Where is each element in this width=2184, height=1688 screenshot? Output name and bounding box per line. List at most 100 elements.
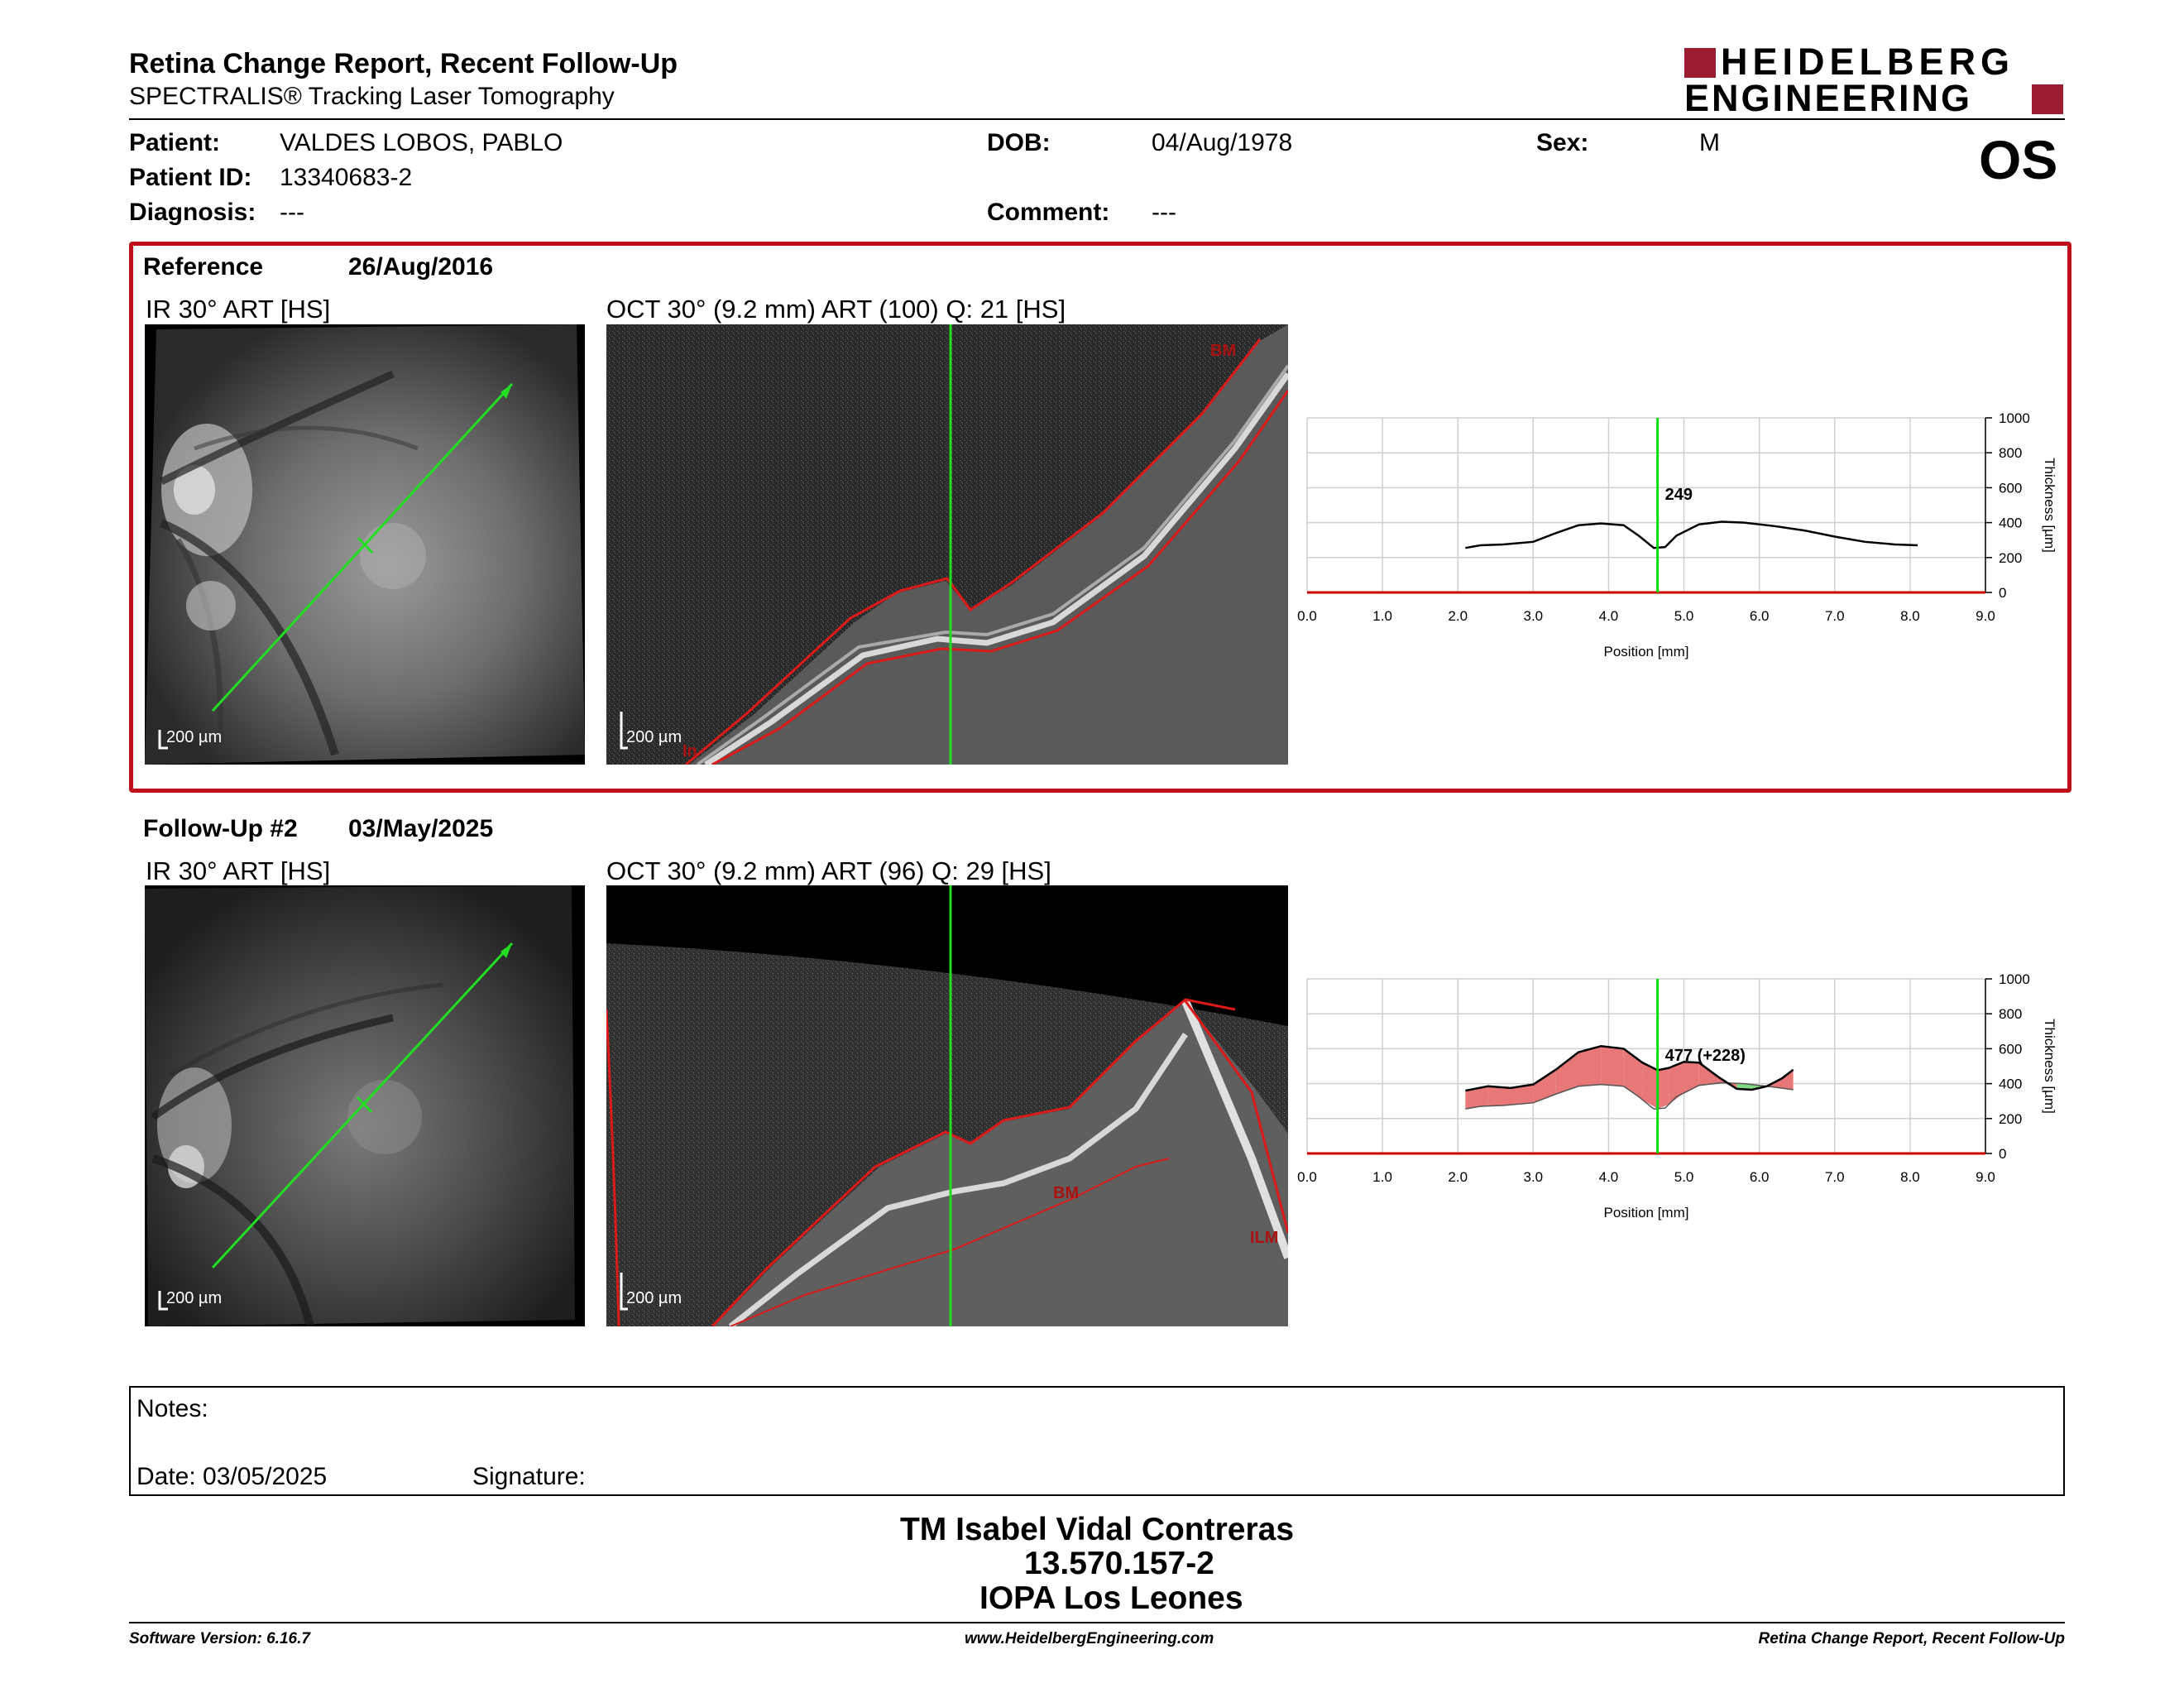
ir-fundus-graphic bbox=[145, 324, 585, 765]
signer-name: TM Isabel Vidal Contreras bbox=[899, 1512, 1295, 1547]
y-tick-label: 200 bbox=[1999, 1111, 2022, 1127]
y-tick-label: 1000 bbox=[1999, 971, 2030, 987]
eye-side: OS bbox=[1979, 129, 2058, 190]
x-axis-label: Position [mm] bbox=[1604, 644, 1689, 659]
thickness-increase-area bbox=[1657, 1067, 1669, 1109]
y-tick-label: 800 bbox=[1999, 1006, 2022, 1022]
thickness-increase-area bbox=[1465, 1086, 1488, 1110]
patient-id-label: Patient ID: bbox=[129, 164, 252, 191]
thickness-increase-area bbox=[1623, 1048, 1643, 1101]
reference-oct-scale: 200 µm bbox=[626, 728, 682, 746]
reference-label: Reference bbox=[143, 253, 264, 281]
x-tick-label: 4.0 bbox=[1599, 608, 1619, 624]
patient-name: VALDES LOBOS, PABLO bbox=[280, 129, 563, 156]
thickness-increase-area bbox=[1642, 1062, 1658, 1109]
followup-oct-bm-marker: BM bbox=[1053, 1184, 1079, 1202]
notes-label: Notes: bbox=[136, 1395, 208, 1422]
x-tick-label: 9.0 bbox=[1976, 1169, 1995, 1185]
x-tick-label: 7.0 bbox=[1825, 608, 1845, 624]
diagnosis-label: Diagnosis: bbox=[129, 199, 256, 226]
x-tick-label: 1.0 bbox=[1372, 1169, 1392, 1185]
y-axis-label: Thickness [µm] bbox=[2042, 1019, 2057, 1114]
x-tick-label: 8.0 bbox=[1900, 608, 1920, 624]
reference-frame bbox=[129, 242, 2071, 793]
x-tick-label: 0.0 bbox=[1297, 608, 1317, 624]
oct-bscan-graphic: BM In bbox=[606, 324, 1288, 765]
x-tick-label: 5.0 bbox=[1674, 608, 1694, 624]
y-tick-label: 200 bbox=[1999, 550, 2022, 566]
heidelberg-logo: HEIDELBERG ENGINEERING bbox=[1684, 43, 2067, 119]
reference-ir-scale: 200 µm bbox=[166, 728, 223, 746]
reference-oct-bm-marker: BM bbox=[1210, 342, 1236, 360]
thickness-increase-area bbox=[1669, 1062, 1684, 1105]
thickness-increase-area bbox=[1684, 1062, 1699, 1093]
x-tick-label: 2.0 bbox=[1448, 1169, 1468, 1185]
followup-ir-title: IR 30° ART [HS] bbox=[146, 856, 331, 885]
signer-place: IOPA Los Leones bbox=[979, 1580, 1243, 1616]
footer-rule bbox=[129, 1622, 2065, 1623]
comment-label: Comment: bbox=[987, 199, 1110, 226]
reference-thickness-chart: 0.0 1.0 2.0 3.0 4.0 5.0 6.0 7.0 8.0 9.00 200 400 600… bbox=[1297, 410, 2057, 659]
x-tick-label: 4.0 bbox=[1599, 1169, 1619, 1185]
notes-date: Date: 03/05/2025 bbox=[136, 1463, 328, 1490]
followup-thickness-chart: 0.0 1.0 2.0 3.0 4.0 5.0 6.0 7.0 8.0 9.00 200 400 600… bbox=[1297, 971, 2057, 1220]
oct-bscan-graphic: BM ILM bbox=[606, 885, 1288, 1326]
thickness-increase-area bbox=[1578, 1046, 1602, 1086]
signature-label: Signature: bbox=[472, 1463, 586, 1490]
signer-rut: 13.570.157-2 bbox=[1024, 1546, 1214, 1581]
x-axis-label: Position [mm] bbox=[1604, 1205, 1689, 1220]
comment-value: --- bbox=[1152, 199, 1176, 226]
diagnosis-value: --- bbox=[280, 199, 304, 226]
y-tick-label: 0 bbox=[1999, 1146, 2006, 1162]
x-tick-label: 3.0 bbox=[1524, 608, 1544, 624]
x-tick-label: 8.0 bbox=[1900, 1169, 1920, 1185]
reference-oct-image: BM In 200 µm bbox=[606, 324, 1288, 765]
thickness-increase-area bbox=[1511, 1084, 1534, 1105]
logo-square-bottom bbox=[2032, 84, 2063, 114]
sex-value: M bbox=[1699, 129, 1720, 156]
followup-ir-image: 200 µm bbox=[145, 885, 585, 1326]
thickness-increase-area bbox=[1555, 1052, 1578, 1095]
logo-line-2: ENGINEERING bbox=[1684, 77, 1973, 119]
x-tick-label: 7.0 bbox=[1825, 1169, 1845, 1185]
reference-ir-image: 200 µm bbox=[145, 324, 585, 765]
patient-label: Patient: bbox=[129, 129, 221, 156]
dob-label: DOB: bbox=[987, 129, 1051, 156]
followup-oct-scale: 200 µm bbox=[626, 1289, 682, 1307]
notes-box[interactable]: Notes: Date: 03/05/2025 Signature: bbox=[129, 1386, 2065, 1496]
followup-ir-scale: 200 µm bbox=[166, 1289, 223, 1307]
thickness-line bbox=[1465, 520, 1918, 549]
website-link[interactable]: www.HeidelbergEngineering.com bbox=[965, 1630, 1214, 1647]
dob-value: 04/Aug/1978 bbox=[1152, 129, 1293, 156]
report-title: Retina Change Report, Recent Follow-Up bbox=[129, 48, 678, 79]
thickness-increase-area bbox=[1698, 1062, 1718, 1086]
followup-oct-title: OCT 30° (9.2 mm) ART (96) Q: 29 [HS] bbox=[606, 856, 1051, 885]
cursor-value-label: 249 bbox=[1665, 486, 1693, 504]
footer-report-name: Retina Change Report, Recent Follow-Up bbox=[1758, 1630, 2065, 1647]
followup-oct-image: BM ILM 200 µm bbox=[606, 885, 1288, 1326]
followup-oct-ilm-marker: ILM bbox=[1250, 1229, 1278, 1247]
sex-label: Sex: bbox=[1536, 129, 1589, 156]
x-tick-label: 9.0 bbox=[1976, 608, 1995, 624]
x-tick-label: 6.0 bbox=[1750, 1169, 1770, 1185]
y-tick-label: 400 bbox=[1999, 1077, 2022, 1092]
reference-ir-title: IR 30° ART [HS] bbox=[146, 295, 331, 324]
thickness-increase-area bbox=[1601, 1046, 1624, 1086]
reference-oct-ilm-marker: In bbox=[682, 742, 697, 760]
x-tick-label: 6.0 bbox=[1750, 608, 1770, 624]
x-tick-label: 2.0 bbox=[1448, 608, 1468, 624]
y-tick-label: 800 bbox=[1999, 445, 2022, 461]
x-tick-label: 5.0 bbox=[1674, 1169, 1694, 1185]
followup-label: Follow-Up #2 bbox=[143, 815, 298, 842]
x-tick-label: 1.0 bbox=[1372, 608, 1392, 624]
x-tick-label: 3.0 bbox=[1524, 1169, 1544, 1185]
patient-id: 13340683-2 bbox=[280, 164, 413, 191]
cursor-value-label: 477 (+228) bbox=[1665, 1047, 1746, 1065]
y-tick-label: 600 bbox=[1999, 480, 2022, 496]
followup-date: 03/May/2025 bbox=[348, 815, 494, 842]
thickness-increase-area bbox=[1782, 1069, 1794, 1090]
y-tick-label: 600 bbox=[1999, 1041, 2022, 1057]
reference-date: 26/Aug/2016 bbox=[348, 253, 494, 281]
reference-oct-title: OCT 30° (9.2 mm) ART (100) Q: 21 [HS] bbox=[606, 295, 1066, 324]
x-tick-label: 0.0 bbox=[1297, 1169, 1317, 1185]
